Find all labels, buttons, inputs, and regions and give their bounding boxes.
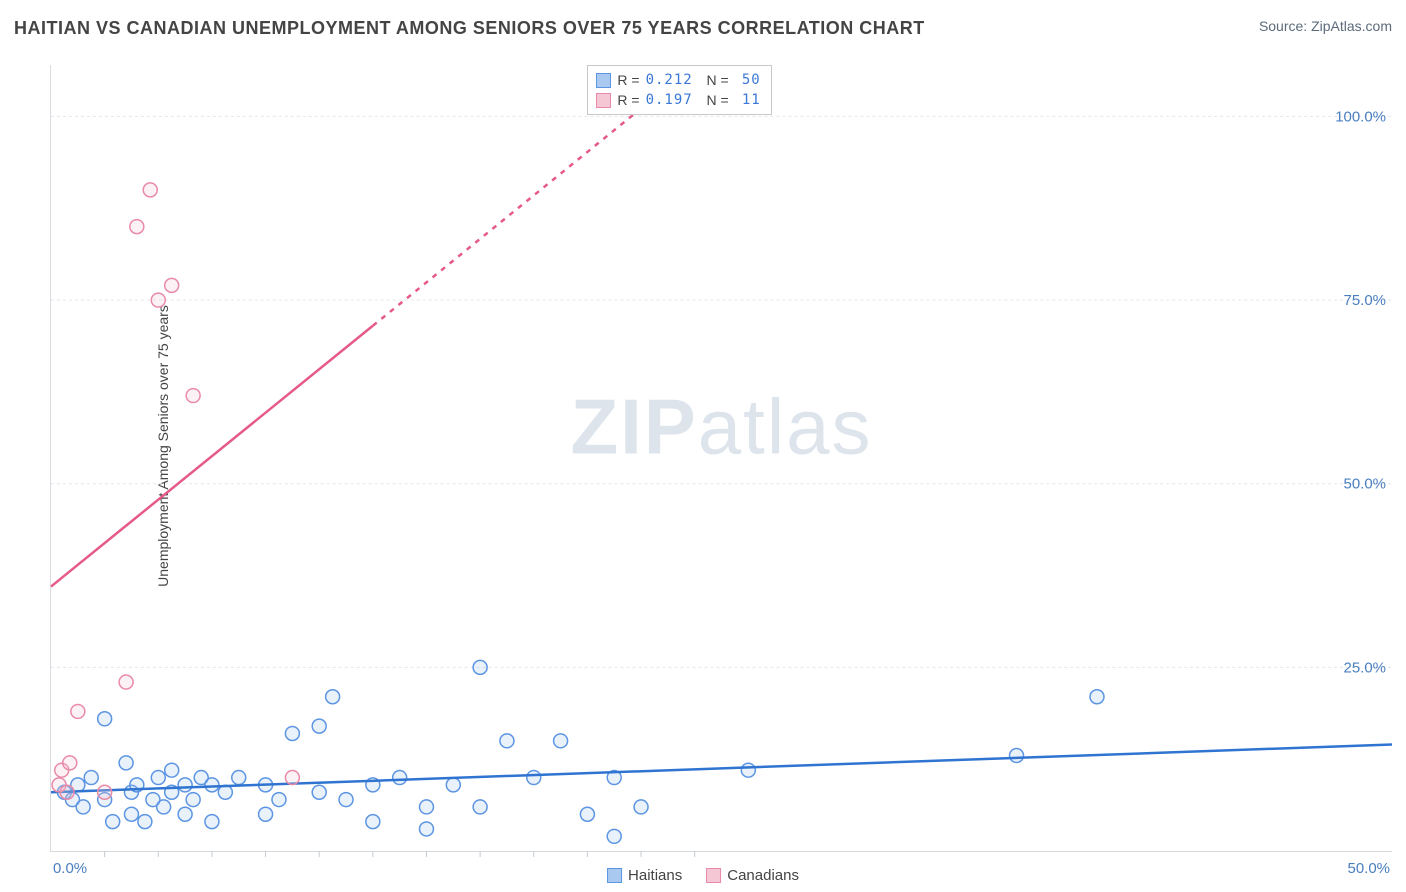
legend-r-label: R = — [617, 92, 639, 108]
data-point — [326, 690, 340, 704]
data-point — [285, 726, 299, 740]
y-tick-label: 75.0% — [1344, 292, 1386, 309]
data-point — [130, 220, 144, 234]
data-point — [119, 756, 133, 770]
data-point — [393, 771, 407, 785]
data-point — [419, 800, 433, 814]
data-point — [205, 815, 219, 829]
data-point — [178, 807, 192, 821]
data-point — [527, 771, 541, 785]
legend-swatch — [607, 868, 622, 883]
data-point — [312, 785, 326, 799]
legend-label: Haitians — [628, 867, 682, 884]
data-point — [151, 293, 165, 307]
data-point — [71, 704, 85, 718]
data-point — [186, 389, 200, 403]
data-point — [366, 815, 380, 829]
source-label: Source: ZipAtlas.com — [1259, 18, 1392, 34]
data-point — [138, 815, 152, 829]
legend-stats-row: R = 0.197 N = 11 — [596, 90, 760, 110]
legend-r-value: 0.212 — [646, 72, 693, 88]
trend-line — [51, 744, 1392, 792]
data-point — [446, 778, 460, 792]
legend-stats-row: R = 0.212 N = 50 — [596, 70, 760, 90]
data-point — [419, 822, 433, 836]
data-point — [473, 660, 487, 674]
data-point — [106, 815, 120, 829]
data-point — [143, 183, 157, 197]
data-point — [473, 800, 487, 814]
data-point — [151, 771, 165, 785]
data-point — [119, 675, 133, 689]
data-point — [741, 763, 755, 777]
data-point — [205, 778, 219, 792]
legend-n-label: N = — [699, 92, 729, 108]
legend-swatch — [706, 868, 721, 883]
data-point — [84, 771, 98, 785]
chart-container: HAITIAN VS CANADIAN UNEMPLOYMENT AMONG S… — [0, 0, 1406, 892]
legend-item: Haitians — [607, 867, 682, 884]
x-tick-label: 0.0% — [53, 860, 87, 877]
data-point — [580, 807, 594, 821]
data-point — [165, 278, 179, 292]
data-point — [98, 785, 112, 799]
data-point — [76, 800, 90, 814]
data-point — [554, 734, 568, 748]
data-point — [98, 712, 112, 726]
data-point — [178, 778, 192, 792]
legend-item: Canadians — [706, 867, 799, 884]
data-point — [63, 756, 77, 770]
y-tick-label: 25.0% — [1344, 659, 1386, 676]
data-point — [259, 807, 273, 821]
legend-label: Canadians — [727, 867, 799, 884]
data-point — [607, 829, 621, 843]
data-point — [312, 719, 326, 733]
legend-n-value: 11 — [735, 92, 761, 108]
data-point — [634, 800, 648, 814]
chart-title: HAITIAN VS CANADIAN UNEMPLOYMENT AMONG S… — [14, 18, 925, 39]
legend-swatch — [596, 93, 611, 108]
data-point — [272, 793, 286, 807]
x-tick-label: 50.0% — [1348, 860, 1390, 877]
data-point — [124, 807, 138, 821]
data-point — [1090, 690, 1104, 704]
legend-n-value: 50 — [735, 72, 761, 88]
y-tick-label: 100.0% — [1335, 108, 1386, 125]
data-point — [1010, 749, 1024, 763]
legend-swatch — [596, 73, 611, 88]
y-tick-label: 50.0% — [1344, 476, 1386, 493]
data-point — [232, 771, 246, 785]
legend-r-label: R = — [617, 72, 639, 88]
legend-n-label: N = — [699, 72, 729, 88]
data-point — [186, 793, 200, 807]
legend-stats-box: R = 0.212 N = 50R = 0.197 N = 11 — [587, 65, 771, 115]
data-point — [165, 763, 179, 777]
plot-area: ZIPatlas 25.0%50.0%75.0%100.0%0.0%50.0% … — [50, 65, 1392, 852]
legend-r-value: 0.197 — [646, 92, 693, 108]
legend-bottom: Haitians Canadians — [607, 867, 799, 884]
trend-line — [51, 326, 373, 587]
data-point — [339, 793, 353, 807]
data-point — [285, 771, 299, 785]
data-point — [500, 734, 514, 748]
scatter-plot-svg: 25.0%50.0%75.0%100.0%0.0%50.0% — [51, 65, 1392, 851]
data-point — [157, 800, 171, 814]
data-point — [60, 785, 74, 799]
